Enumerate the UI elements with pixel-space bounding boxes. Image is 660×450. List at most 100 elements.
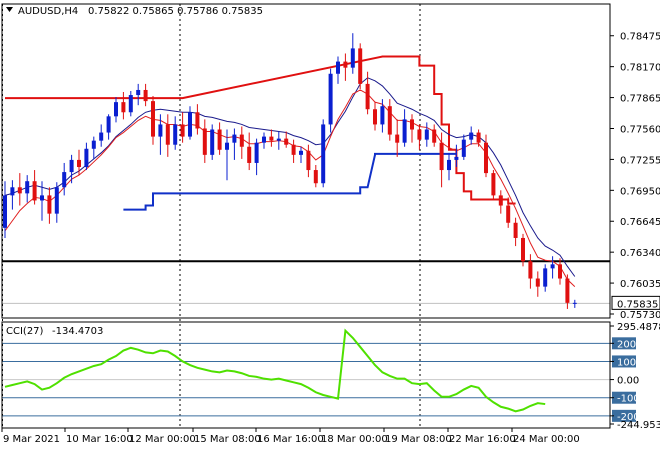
price-tick-label: 0.77560: [620, 124, 660, 135]
candle-body: [47, 195, 52, 214]
candle-body: [158, 124, 163, 137]
candle-body: [410, 119, 414, 130]
candle-body: [217, 129, 222, 150]
time-tick-label: 10 Mar 16:00: [66, 434, 133, 445]
symbol-label: AUDUSD,H4: [18, 6, 78, 17]
candle-body: [321, 124, 326, 184]
candle-body: [447, 159, 451, 171]
last-price-tag: [611, 295, 660, 310]
candle-body: [121, 102, 126, 113]
candle-body: [195, 112, 200, 129]
candle-body: [572, 302, 577, 304]
candle-body: [114, 102, 118, 117]
candle-body: [180, 124, 185, 137]
time-tick-label: 18 Mar 00:00: [321, 434, 388, 445]
candle-body: [3, 195, 7, 228]
price-axis: 0.78475 0.78170 0.77865 0.77560 0.77255 0.769…: [610, 32, 660, 321]
candle-body: [328, 73, 333, 125]
candle-body: [358, 48, 363, 84]
candle-body: [32, 181, 37, 201]
price-tick-label: 0.78475: [620, 32, 660, 43]
candle-body: [365, 83, 370, 110]
candle-body: [136, 89, 141, 96]
cci-level-tag: [612, 409, 636, 422]
candle-body: [498, 195, 503, 206]
ohlc-values: 0.75822 0.75865 0.75786 0.75835: [88, 6, 263, 17]
candle-body: [276, 138, 281, 141]
candle-body: [336, 61, 340, 74]
candle-body: [543, 268, 548, 287]
candle-body: [269, 136, 274, 141]
lower-envelope-line: [123, 152, 457, 211]
cci-tick-label: -244.9538: [617, 420, 660, 431]
upper-envelope-line: [5, 55, 516, 205]
candle-body: [17, 187, 22, 194]
candle-body: [402, 119, 407, 143]
candle-body: [62, 172, 67, 188]
cci-level-tag: [612, 355, 636, 368]
candle-body: [535, 278, 540, 287]
price-tick-label: 0.76035: [620, 279, 660, 290]
candle-body: [469, 132, 474, 140]
price-frame: [1, 3, 611, 319]
cci-level-tag: [612, 337, 636, 350]
candle-body: [40, 195, 44, 201]
cci-series: [2, 328, 610, 417]
candle-body: [476, 132, 481, 143]
candle-body: [143, 89, 148, 102]
candle-body: [380, 106, 385, 125]
candle-body: [299, 150, 303, 155]
candle-body: [225, 142, 229, 150]
fast-moving-average: [4, 89, 576, 287]
cci-tick-label: 100: [617, 357, 636, 368]
candle-body: [484, 142, 488, 174]
time-tick-label: 22 Mar 16:00: [449, 434, 516, 445]
candle-body: [387, 106, 392, 135]
candle-body: [373, 109, 377, 125]
candle-body: [247, 146, 252, 163]
candle-body: [77, 159, 81, 168]
candle-body: [513, 222, 518, 238]
last-price-tag-label: 0.75835: [617, 299, 658, 310]
candle-body: [165, 124, 170, 145]
candle-body: [91, 140, 96, 149]
candle-body: [558, 264, 562, 279]
price-tick-label: 0.77255: [620, 155, 660, 166]
price-tick-label: 0.77865: [620, 94, 660, 105]
candle-body: [54, 187, 59, 214]
cci-line: [4, 328, 546, 413]
candle-body: [491, 173, 496, 196]
candle-body: [232, 134, 237, 143]
cci-name: CCI(27): [6, 326, 44, 337]
candle-body: [454, 156, 459, 160]
price-series: [2, 33, 610, 309]
candle-body: [432, 129, 437, 143]
candle-body: [521, 237, 525, 262]
candle-body: [84, 148, 89, 168]
cci-tick-label: -200: [617, 412, 640, 423]
candle-body: [210, 129, 215, 155]
candle-body: [550, 264, 555, 269]
time-tick-label: 19 Mar 08:00: [385, 434, 452, 445]
candle-body: [306, 150, 311, 171]
candle-body: [151, 101, 155, 137]
collapse-triangle-icon[interactable]: [6, 7, 13, 12]
candle-body: [254, 142, 259, 163]
candle-body: [128, 95, 133, 113]
candle-body: [10, 187, 15, 196]
candle-body: [291, 144, 296, 155]
cci-axis: 295.4878 200 100 0.00 -100 -200-244.9538: [610, 322, 660, 431]
candle-body: [239, 134, 244, 147]
candle-body: [417, 129, 422, 140]
time-tick-label: 16 Mar 16:00: [257, 434, 324, 445]
cci-value: -134.4703: [52, 326, 103, 337]
cci-tick-label: 0.00: [617, 376, 639, 387]
candle-body: [202, 128, 207, 155]
chart-frames: [1, 3, 611, 429]
candle-body: [106, 116, 111, 133]
cci-tick-label: -100: [617, 394, 640, 405]
cci-level-tag: [612, 391, 636, 404]
cci-tick-label: 200: [617, 339, 636, 350]
price-tick-label: 0.76340: [620, 248, 660, 259]
